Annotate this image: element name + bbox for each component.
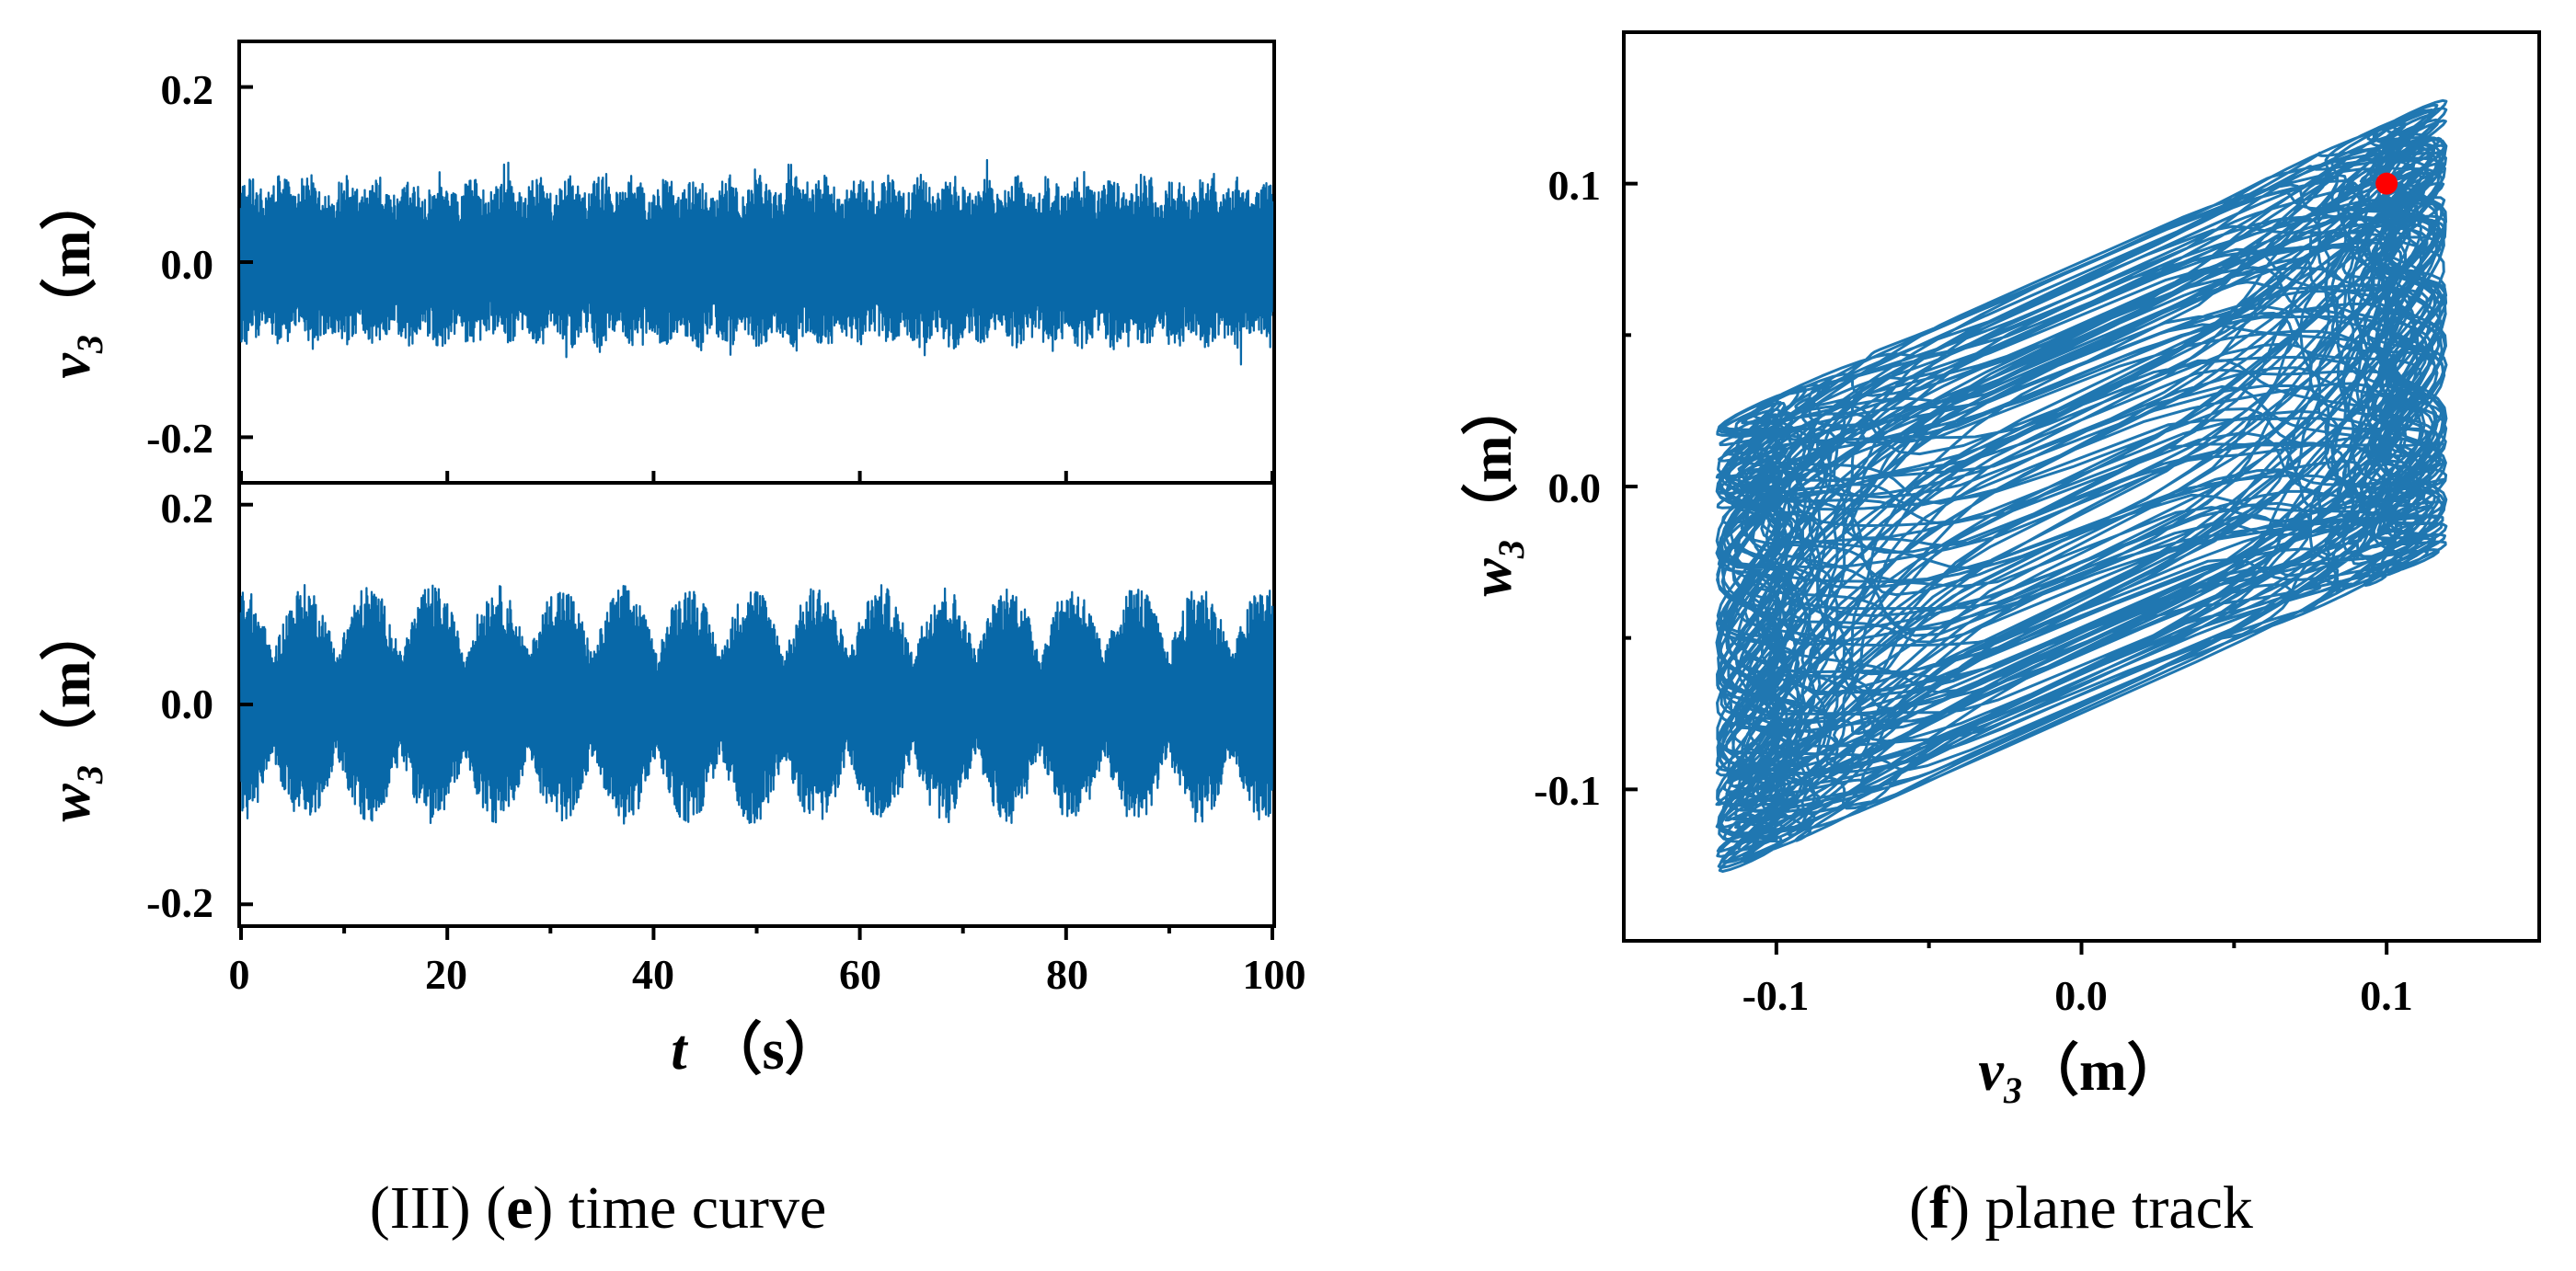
phase-marker-point (2375, 172, 2398, 195)
caption-f: (f) plane track (1909, 1174, 2253, 1242)
phase-y-tick-labels: 0.1 0.0 -0.1 (1534, 162, 1601, 814)
w3-y-tick-labels: 0.2 0.0 -0.2 (146, 485, 213, 926)
v3-y-axis-label: v3（m） (38, 173, 110, 378)
v3-ytick-0.0: 0.0 (161, 241, 214, 288)
time-xtick-40: 40 (632, 951, 674, 998)
caption-e: (III) (e) time curve (370, 1174, 827, 1242)
time-xtick-20: 20 (425, 951, 467, 998)
time-x-axis-label: t （s） (671, 1017, 841, 1082)
w3-x-tick-labels: 0 20 40 60 80 100 (229, 951, 1306, 998)
phase-trace (1715, 98, 2448, 873)
w3-trace (239, 584, 1274, 825)
phase-plane-panel: 0.1 0.0 -0.1 -0.1 0.0 0.1 v3（m） w3（m） (1459, 30, 2541, 1111)
w3-time-panel: 0.2 0.0 -0.2 0 20 40 60 80 100 w3（m） t （s… (38, 481, 1306, 1082)
w3-y-axis-label: w3（m） (38, 603, 110, 821)
phase-ytick-0.1: 0.1 (1548, 162, 1602, 209)
time-xtick-0: 0 (229, 951, 250, 998)
v3-y-tick-labels: 0.2 0.0 -0.2 (146, 66, 213, 462)
w3-ytick-0.0: 0.0 (161, 681, 214, 727)
phase-y-axis-label: w3（m） (1459, 378, 1532, 596)
phase-x-axis-label: v3（m） (1978, 1038, 2183, 1111)
w3-axis-ticks (239, 502, 1274, 940)
phase-ytick--0.1: -0.1 (1534, 767, 1601, 814)
time-xtick-100: 100 (1243, 951, 1306, 998)
w3-ytick--0.2: -0.2 (146, 879, 213, 926)
phase-xtick--0.1: -0.1 (1742, 972, 1810, 1019)
phase-ytick-0.0: 0.0 (1548, 464, 1602, 511)
phase-xtick-0.1: 0.1 (2360, 972, 2413, 1019)
v3-ytick--0.2: -0.2 (146, 415, 213, 462)
v3-ytick-0.2: 0.2 (161, 66, 214, 113)
phase-axis-ticks (1624, 181, 2389, 955)
v3-axis-ticks (239, 85, 1274, 483)
time-xtick-60: 60 (839, 951, 881, 998)
v3-time-panel: 0.2 0.0 -0.2 v3（m） (38, 40, 1276, 485)
time-xtick-80: 80 (1046, 951, 1088, 998)
phase-xtick-0.0: 0.0 (2054, 972, 2108, 1019)
w3-ytick-0.2: 0.2 (161, 485, 214, 532)
phase-x-tick-labels: -0.1 0.0 0.1 (1742, 972, 2413, 1019)
v3-trace (239, 158, 1274, 366)
